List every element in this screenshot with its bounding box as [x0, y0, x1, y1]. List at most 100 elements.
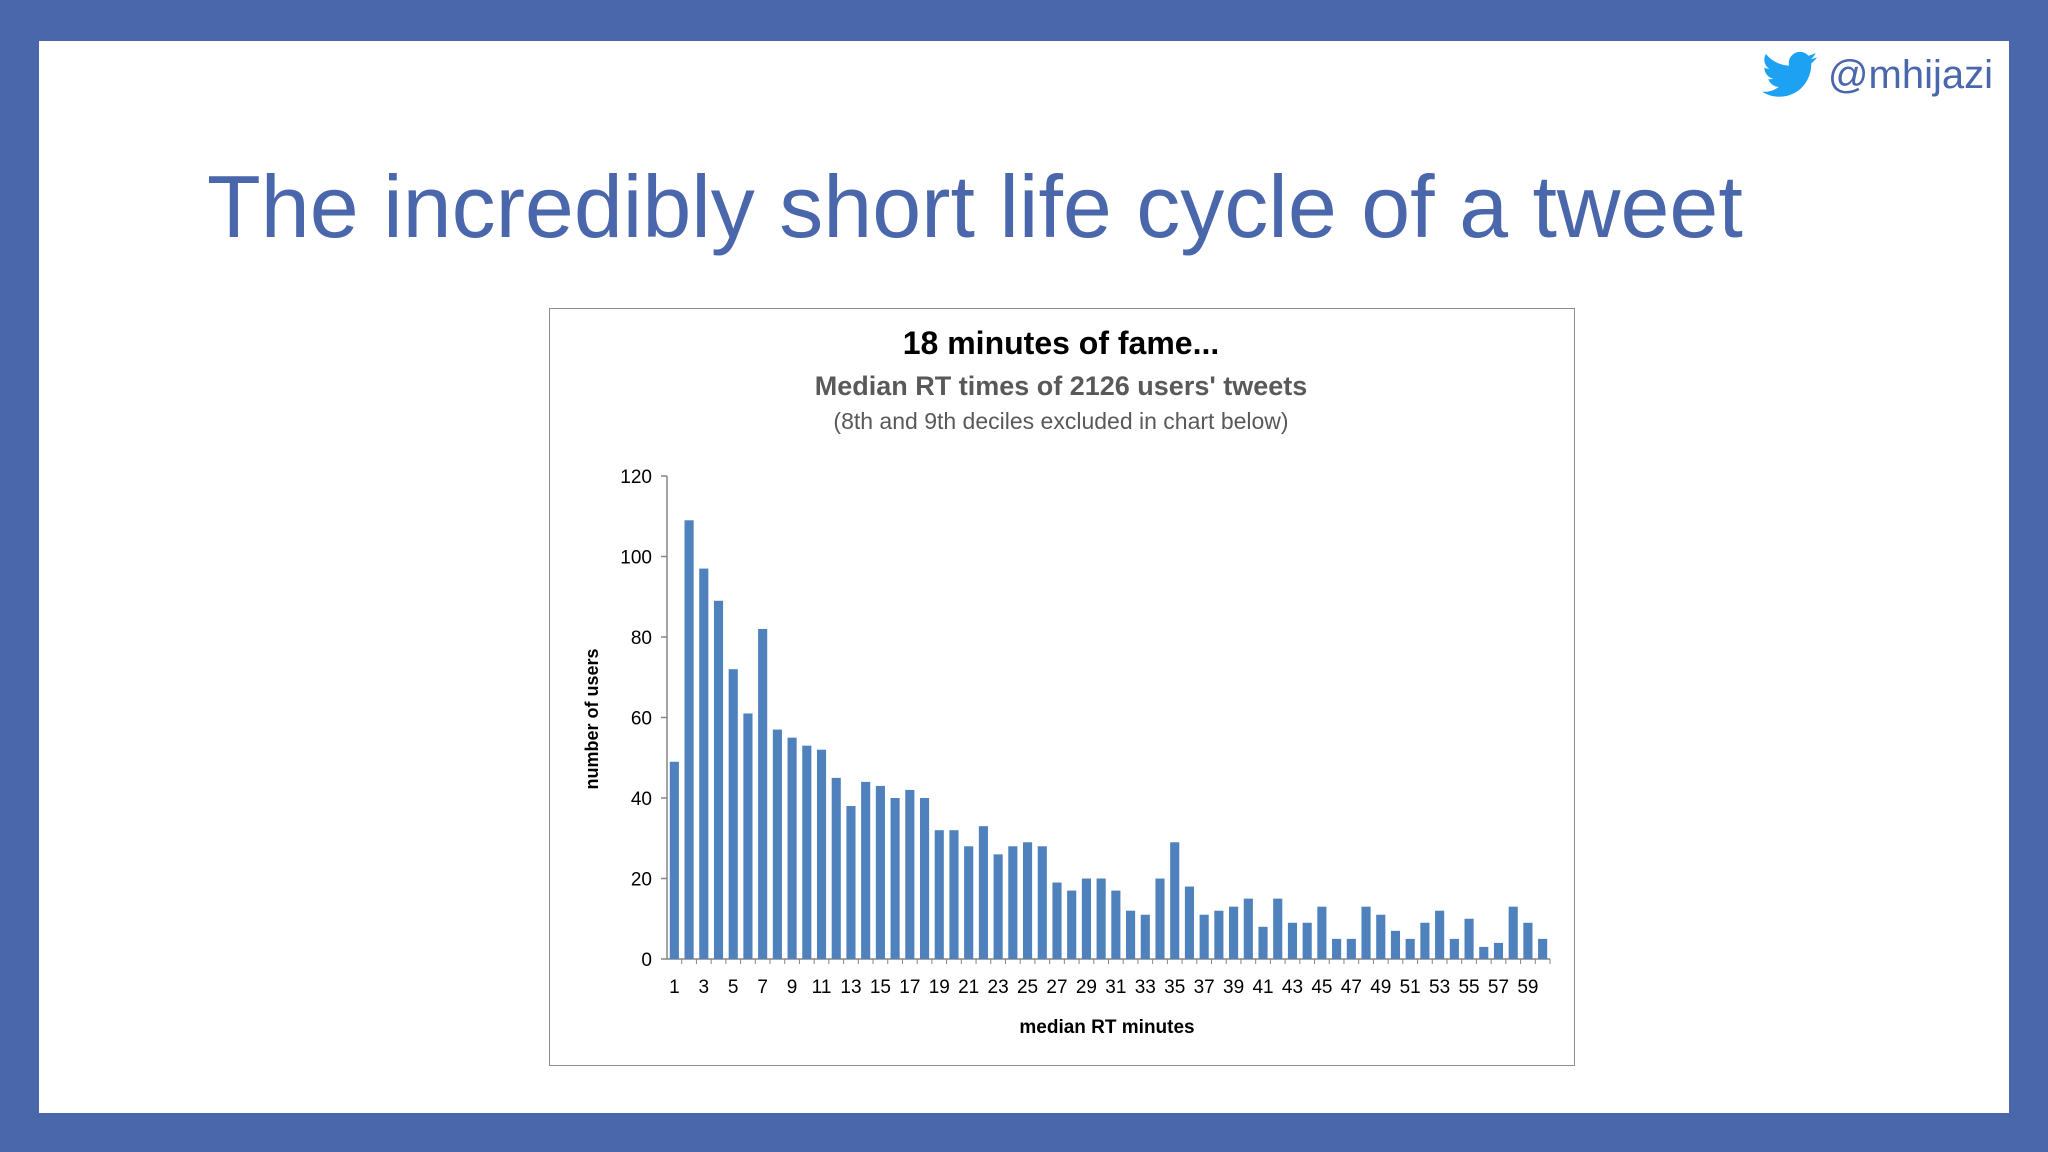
bar [1464, 918, 1474, 959]
bar [1420, 922, 1430, 959]
bar [1390, 930, 1401, 959]
bar [743, 713, 753, 959]
x-tick-label: 43 [1282, 977, 1303, 998]
y-tick-label: 0 [641, 950, 652, 971]
bar [1376, 914, 1386, 959]
bar [964, 846, 974, 959]
bar [699, 568, 709, 959]
bar [1052, 882, 1062, 959]
x-tick-label: 19 [929, 977, 950, 998]
x-tick-label: 1 [669, 977, 680, 998]
x-tick-label: 9 [787, 977, 798, 998]
y-tick-label: 100 [620, 548, 652, 569]
bar [758, 628, 768, 959]
bar [1258, 926, 1268, 959]
bar [905, 789, 915, 959]
x-tick-label: 27 [1046, 977, 1067, 998]
bar [1022, 842, 1033, 959]
bar [1508, 906, 1518, 959]
bar [1449, 938, 1459, 959]
bar [1479, 946, 1489, 959]
bar [1346, 938, 1356, 959]
bar [1287, 922, 1298, 959]
chart-title: 18 minutes of fame... [903, 325, 1220, 361]
x-tick-label: 59 [1517, 977, 1538, 998]
twitter-handle[interactable]: @mhijazi [1761, 51, 1993, 99]
x-tick-label: 3 [699, 977, 710, 998]
bar [831, 777, 841, 959]
x-tick-label: 29 [1076, 977, 1097, 998]
x-tick-label: 51 [1400, 977, 1421, 998]
bar [1273, 898, 1283, 959]
x-tick-label: 25 [1017, 977, 1038, 998]
bar [1229, 906, 1239, 959]
x-tick-label: 21 [958, 977, 979, 998]
x-tick-label: 31 [1105, 977, 1126, 998]
x-tick-label: 57 [1488, 977, 1509, 998]
bar [1140, 914, 1150, 959]
x-tick-label: 35 [1164, 977, 1185, 998]
x-tick-label: 55 [1458, 977, 1479, 998]
x-tick-label: 23 [988, 977, 1009, 998]
bar [934, 830, 944, 959]
bar [1199, 914, 1209, 959]
bar [1067, 890, 1077, 959]
bar [1096, 878, 1106, 959]
bar [1538, 938, 1548, 959]
x-tick-label: 13 [840, 977, 861, 998]
x-tick-label: 39 [1223, 977, 1244, 998]
bar-chart: 18 minutes of fame... Median RT times of… [582, 325, 1551, 1038]
handle-text: @mhijazi [1827, 52, 1993, 97]
y-axis-label: number of users [582, 648, 602, 789]
bar [1523, 922, 1533, 959]
x-tick-label: 33 [1135, 977, 1156, 998]
bar [669, 761, 679, 959]
bar [919, 798, 930, 959]
x-tick-label: 15 [870, 977, 891, 998]
chart-note: (8th and 9th deciles excluded in chart b… [833, 408, 1288, 434]
bar [861, 781, 871, 959]
bar [1243, 898, 1253, 959]
bar [949, 830, 959, 959]
bar [1170, 842, 1180, 959]
bar [1361, 906, 1371, 959]
x-tick-label: 49 [1370, 977, 1391, 998]
bar [816, 749, 827, 959]
x-tick-label: 5 [728, 977, 739, 998]
bar [846, 806, 856, 959]
bar [993, 854, 1003, 959]
y-tick-label: 60 [631, 709, 652, 730]
x-axis-label: median RT minutes [1019, 1017, 1194, 1038]
bar [684, 520, 694, 959]
x-tick-label: 7 [757, 977, 768, 998]
bar [978, 826, 988, 959]
bar [1184, 886, 1195, 959]
bar [787, 737, 797, 959]
bar [1081, 878, 1091, 959]
bar [1126, 910, 1136, 959]
bar [1435, 910, 1445, 959]
x-tick-label: 41 [1252, 977, 1273, 998]
y-tick-label: 120 [620, 467, 652, 488]
bar [890, 798, 900, 959]
bar [802, 745, 812, 959]
bars [669, 520, 1548, 959]
chart-subtitle: Median RT times of 2126 users' tweets [815, 371, 1308, 401]
axes [666, 476, 1550, 960]
bar [1037, 846, 1047, 959]
x-tick-label: 37 [1194, 977, 1215, 998]
x-tick-label: 45 [1311, 977, 1332, 998]
twitter-bird-icon [1761, 51, 1818, 99]
x-tick-label: 47 [1341, 977, 1362, 998]
y-tick-label: 20 [631, 870, 652, 891]
bar [875, 785, 885, 959]
y-tick-label: 40 [631, 789, 652, 810]
bar [1111, 890, 1121, 959]
bar [713, 600, 724, 959]
slide-title: The incredibly short life cycle of a twe… [207, 157, 1743, 256]
bar [1214, 910, 1224, 959]
bar [1008, 846, 1018, 959]
bar [1302, 922, 1312, 959]
slide: @mhijazi The incredibly short life cycle… [39, 41, 2009, 1113]
